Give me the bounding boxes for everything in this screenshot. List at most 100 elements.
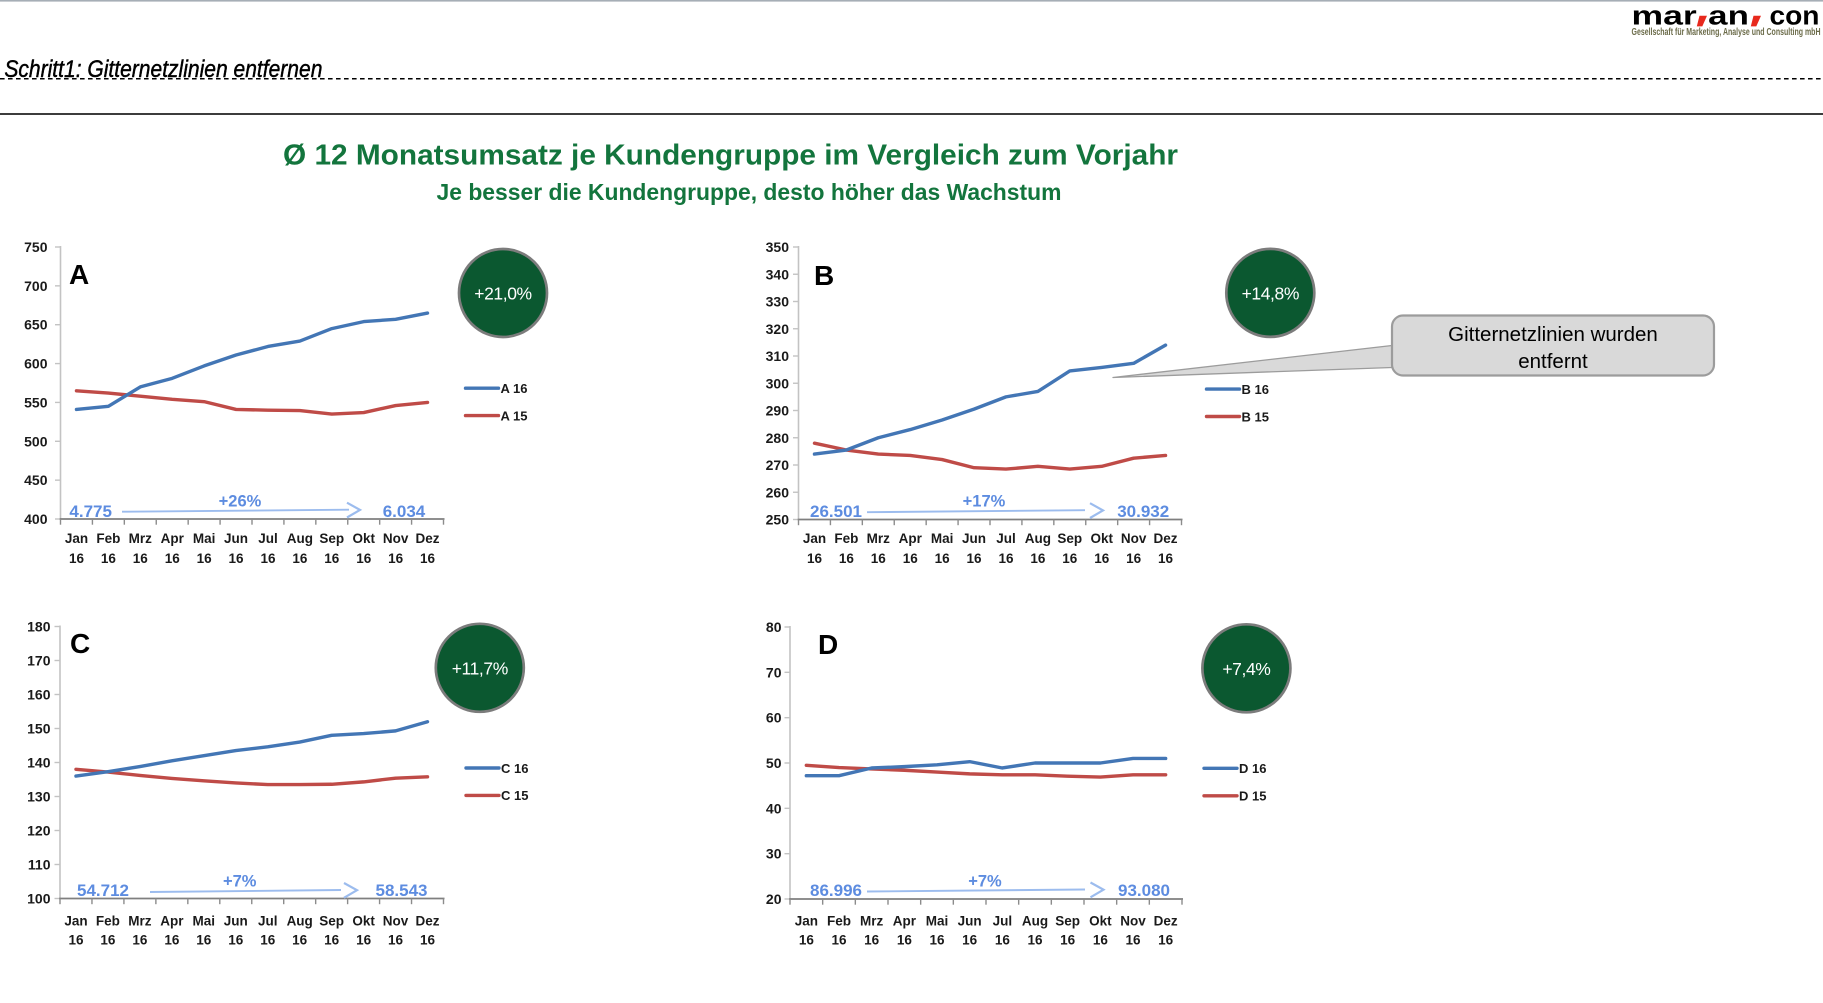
- svg-text:+21,0%: +21,0%: [474, 284, 531, 304]
- svg-text:16: 16: [1030, 551, 1046, 566]
- svg-text:+7%: +7%: [223, 872, 257, 890]
- svg-text:+7%: +7%: [968, 872, 1002, 890]
- svg-text:A: A: [69, 259, 89, 290]
- svg-text:500: 500: [24, 433, 48, 449]
- svg-text:+14,8%: +14,8%: [1242, 283, 1299, 303]
- svg-text:16: 16: [1125, 933, 1141, 948]
- svg-text:16: 16: [388, 933, 404, 948]
- svg-text:Sep: Sep: [1057, 531, 1082, 546]
- svg-text:C: C: [70, 628, 90, 659]
- svg-text:Mai: Mai: [931, 531, 954, 546]
- svg-text:16: 16: [133, 551, 149, 566]
- svg-text:180: 180: [27, 619, 51, 635]
- svg-text:16: 16: [260, 551, 276, 566]
- svg-text:16: 16: [1060, 933, 1076, 948]
- svg-text:D: D: [818, 629, 838, 660]
- svg-text:140: 140: [27, 755, 51, 771]
- svg-text:Jul: Jul: [993, 913, 1013, 928]
- svg-text:16: 16: [1158, 551, 1174, 566]
- svg-text:16: 16: [995, 933, 1011, 948]
- svg-text:+7,4%: +7,4%: [1222, 659, 1270, 679]
- svg-text:16: 16: [260, 933, 276, 948]
- svg-text:16: 16: [897, 933, 913, 948]
- svg-text:86.996: 86.996: [810, 881, 862, 900]
- svg-text:Jul: Jul: [996, 531, 1016, 546]
- svg-text:Jan: Jan: [803, 531, 826, 546]
- svg-text:16: 16: [998, 551, 1014, 566]
- svg-text:58.543: 58.543: [376, 881, 428, 900]
- svg-text:100: 100: [27, 891, 51, 907]
- svg-text:260: 260: [766, 484, 790, 500]
- svg-text:16: 16: [962, 933, 978, 948]
- svg-text:Aug: Aug: [287, 913, 313, 928]
- svg-text:Dez: Dez: [1154, 913, 1178, 928]
- svg-text:16: 16: [197, 551, 213, 566]
- svg-text:A 16: A 16: [501, 381, 528, 396]
- svg-text:280: 280: [766, 430, 790, 446]
- svg-text:Jan: Jan: [64, 913, 87, 928]
- svg-text:350: 350: [766, 239, 790, 255]
- svg-text:16: 16: [871, 551, 887, 566]
- svg-text:16: 16: [165, 551, 181, 566]
- svg-text:Aug: Aug: [1022, 913, 1048, 928]
- svg-text:16: 16: [1126, 551, 1142, 566]
- svg-text:330: 330: [766, 294, 790, 310]
- svg-text:Feb: Feb: [96, 531, 120, 546]
- svg-text:16: 16: [1094, 551, 1110, 566]
- svg-text:26.501: 26.501: [810, 502, 862, 521]
- svg-text:320: 320: [766, 321, 790, 337]
- svg-text:Apr: Apr: [899, 531, 923, 546]
- svg-text:600: 600: [24, 356, 48, 372]
- svg-text:Okt: Okt: [1090, 531, 1113, 546]
- svg-text:16: 16: [1027, 933, 1043, 948]
- svg-text:Nov: Nov: [1121, 531, 1147, 546]
- svg-text:Je besser die Kundengruppe, de: Je besser die Kundengruppe, desto höher …: [437, 179, 1062, 205]
- svg-text:340: 340: [766, 266, 790, 282]
- svg-text:Nov: Nov: [1120, 913, 1146, 928]
- svg-text:Jan: Jan: [65, 531, 88, 546]
- svg-text:+26%: +26%: [219, 493, 262, 511]
- svg-text:Mrz: Mrz: [129, 531, 152, 546]
- svg-text:entfernt: entfernt: [1518, 350, 1588, 373]
- svg-text:Mrz: Mrz: [860, 913, 883, 928]
- svg-text:16: 16: [967, 551, 983, 566]
- svg-text:160: 160: [27, 687, 51, 703]
- svg-text:+11,7%: +11,7%: [452, 658, 508, 678]
- svg-text:16: 16: [228, 933, 244, 948]
- svg-text:93.080: 93.080: [1118, 881, 1170, 900]
- svg-text:16: 16: [292, 551, 308, 566]
- svg-text:C 15: C 15: [501, 788, 528, 803]
- svg-text:Jan: Jan: [795, 913, 818, 928]
- svg-text:16: 16: [420, 551, 436, 566]
- svg-text:16: 16: [68, 933, 84, 948]
- svg-text:Jun: Jun: [224, 913, 248, 928]
- svg-text:120: 120: [27, 823, 51, 839]
- svg-text:550: 550: [24, 394, 48, 410]
- svg-text:Sep: Sep: [1055, 913, 1080, 928]
- svg-text:Mrz: Mrz: [867, 531, 890, 546]
- svg-text:Sep: Sep: [319, 531, 344, 546]
- svg-text:16: 16: [799, 933, 815, 948]
- svg-text:Nov: Nov: [383, 531, 409, 546]
- svg-text:mar: mar: [1632, 1, 1698, 31]
- svg-text:150: 150: [27, 721, 51, 737]
- svg-text:Jun: Jun: [962, 531, 986, 546]
- svg-text:Dez: Dez: [1154, 531, 1178, 546]
- svg-text:Sep: Sep: [319, 913, 344, 928]
- svg-text:170: 170: [27, 653, 51, 669]
- svg-text:Okt: Okt: [1089, 913, 1112, 928]
- svg-text:Jul: Jul: [258, 531, 278, 546]
- svg-text:16: 16: [69, 551, 85, 566]
- svg-text:Apr: Apr: [161, 531, 185, 546]
- svg-text:Jun: Jun: [224, 531, 248, 546]
- svg-text:an: an: [1708, 1, 1749, 31]
- svg-text:650: 650: [24, 317, 48, 333]
- svg-text:16: 16: [292, 933, 308, 948]
- svg-text:16: 16: [356, 551, 372, 566]
- svg-text:con: con: [1770, 1, 1820, 31]
- svg-text:20: 20: [766, 891, 782, 907]
- svg-text:4.775: 4.775: [69, 502, 112, 521]
- svg-text:16: 16: [324, 551, 340, 566]
- svg-text:130: 130: [27, 789, 51, 805]
- svg-text:16: 16: [196, 933, 212, 948]
